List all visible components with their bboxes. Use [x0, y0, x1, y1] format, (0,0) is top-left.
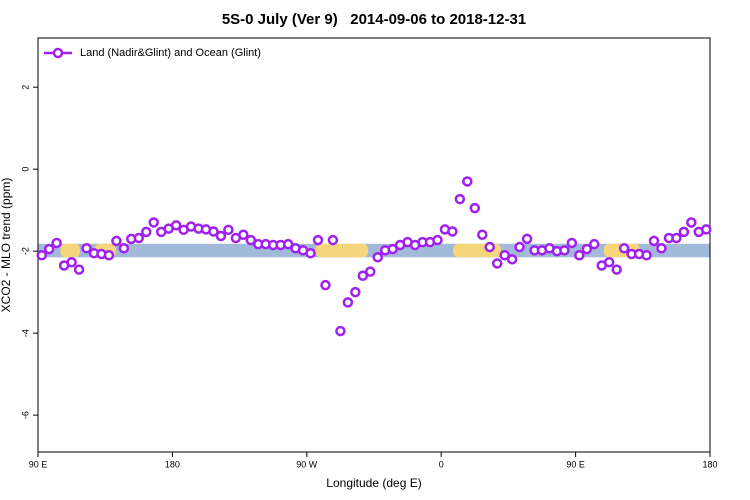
data-point	[491, 258, 503, 269]
x-tick-label: 90 E	[29, 459, 48, 469]
data-point	[208, 226, 219, 237]
data-point	[305, 247, 316, 259]
data-point	[320, 279, 331, 291]
data-point	[245, 234, 257, 246]
data-point	[499, 249, 510, 261]
data-point	[170, 220, 182, 231]
data-point	[514, 241, 525, 253]
data-point	[350, 286, 361, 298]
x-tick-label: 180	[165, 459, 180, 469]
data-point	[477, 229, 488, 241]
data-point	[118, 243, 130, 254]
x-axis-label: Longitude (deg E)	[326, 476, 421, 490]
data-point	[365, 266, 376, 277]
data-point	[387, 243, 398, 255]
y-tick-label: -2	[20, 247, 30, 255]
data-point	[656, 243, 667, 254]
data-point	[372, 252, 383, 263]
data-point	[611, 264, 622, 275]
data-point	[103, 249, 115, 261]
data-point	[81, 243, 92, 254]
data-point	[133, 232, 145, 244]
data-point	[506, 254, 518, 265]
y-tick-label: 2	[20, 85, 30, 90]
chart-title: 5S-0 July (Ver 9) 2014-09-06 to 2018-12-…	[222, 11, 526, 28]
data-point	[73, 264, 85, 275]
data-point	[447, 226, 458, 237]
data-point	[566, 237, 578, 249]
data-point	[66, 256, 77, 268]
land-segment	[315, 243, 369, 258]
data-point	[43, 243, 55, 255]
data-point	[51, 237, 62, 249]
data-point	[559, 245, 570, 256]
data-point	[641, 249, 652, 261]
data-point	[148, 217, 159, 228]
y-axis-label: XCO2 - MLO trend (ppm)	[0, 178, 13, 313]
data-point	[327, 234, 339, 246]
data-point	[282, 238, 294, 250]
data-point	[671, 232, 682, 244]
x-tick-label: 0	[439, 459, 444, 469]
data-point	[648, 235, 660, 247]
data-point	[484, 241, 495, 253]
legend-marker	[52, 47, 64, 59]
land-segment	[60, 243, 80, 258]
data-point	[462, 176, 473, 187]
data-point	[521, 233, 533, 245]
x-tick-label: 90 E	[566, 459, 585, 469]
data-point	[432, 234, 443, 246]
data-point	[686, 217, 697, 228]
x-tick-label: 90 W	[296, 459, 318, 469]
data-point	[701, 224, 712, 235]
y-tick-label: -6	[20, 411, 30, 419]
y-tick-label: -4	[20, 329, 30, 337]
data-point	[678, 226, 690, 238]
data-point	[454, 193, 466, 205]
plot-frame	[37, 37, 711, 453]
data-point	[357, 270, 369, 281]
data-point	[215, 230, 227, 242]
data-point	[574, 249, 585, 261]
data-point	[111, 235, 122, 247]
data-point	[223, 224, 234, 236]
y-tick-label: 0	[20, 167, 30, 172]
legend-label: Land (Nadir&Glint) and Ocean (Glint)	[80, 47, 261, 59]
data-point	[36, 249, 47, 261]
data-point	[238, 229, 249, 241]
data-point	[603, 256, 615, 268]
data-point	[335, 325, 346, 337]
data-point	[589, 238, 600, 250]
data-point	[469, 202, 481, 214]
data-point	[618, 243, 630, 254]
data-point	[342, 297, 354, 308]
data-point	[581, 243, 593, 255]
x-tick-label: 180	[702, 459, 717, 469]
data-point	[141, 226, 152, 238]
data-point	[312, 234, 324, 246]
